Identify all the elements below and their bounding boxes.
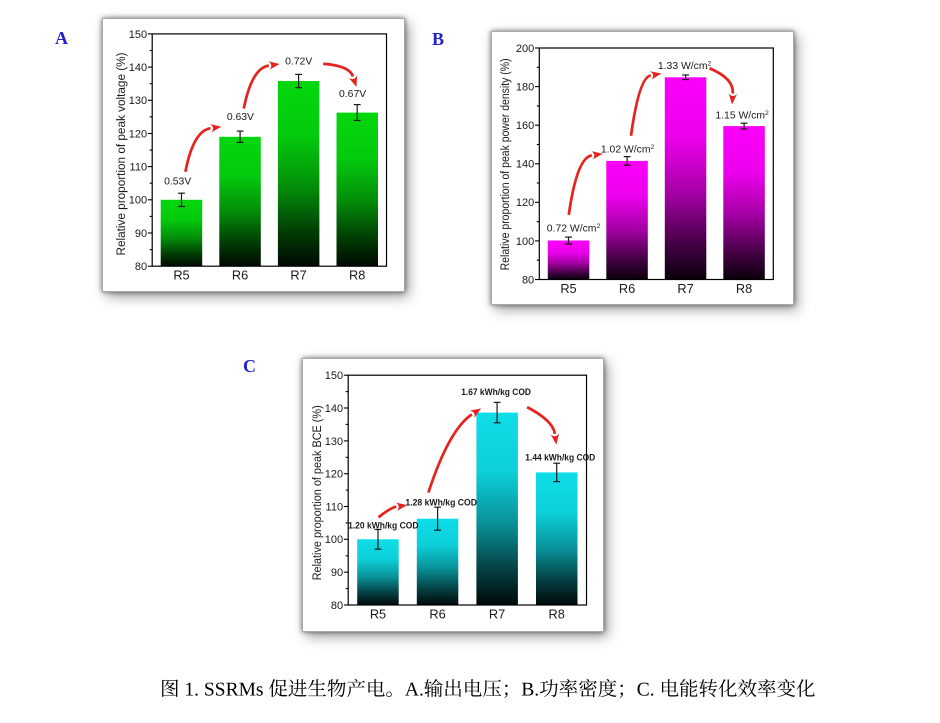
svg-text:0.63V: 0.63V [226,112,253,123]
svg-text:80: 80 [134,261,146,273]
svg-text:80: 80 [522,274,534,286]
svg-text:130: 130 [128,95,146,107]
svg-text:140: 140 [128,62,146,74]
svg-text:R6: R6 [429,606,445,621]
svg-text:R8: R8 [736,281,752,296]
svg-text:R5: R5 [370,606,386,621]
svg-text:R8: R8 [349,267,365,282]
svg-text:100: 100 [128,194,146,206]
svg-text:1.28 kWh/kg COD: 1.28 kWh/kg COD [405,497,477,507]
svg-text:100: 100 [325,534,343,546]
svg-text:Relative proportion of peak BC: Relative proportion of peak BCE (%) [310,405,324,580]
svg-text:R7: R7 [489,606,505,621]
svg-text:160: 160 [516,120,534,132]
svg-text:130: 130 [325,435,343,447]
svg-text:0.67V: 0.67V [339,89,366,100]
svg-text:1.33 W/cm2: 1.33 W/cm2 [658,60,712,72]
svg-text:1.44 kWh/kg COD: 1.44 kWh/kg COD [525,452,595,462]
svg-text:110: 110 [326,501,344,513]
svg-text:90: 90 [331,567,343,579]
svg-text:Relative proportion of peak po: Relative proportion of peak power densit… [498,58,512,270]
svg-text:140: 140 [516,158,534,170]
svg-text:R5: R5 [173,267,189,282]
svg-text:0.72V: 0.72V [285,56,312,67]
svg-text:1.20 kWh/kg COD: 1.20 kWh/kg COD [348,520,419,530]
svg-text:150: 150 [325,370,343,382]
svg-text:120: 120 [325,468,343,480]
svg-text:1.02 W/cm2: 1.02 W/cm2 [601,144,655,156]
svg-text:200: 200 [516,42,534,54]
svg-text:Relative proportion of peak vo: Relative proportion of peak voltage (%) [114,52,128,255]
svg-text:90: 90 [134,227,146,239]
svg-text:140: 140 [325,402,343,414]
svg-text:100: 100 [516,235,534,247]
svg-text:120: 120 [128,128,146,140]
svg-text:80: 80 [331,599,343,611]
svg-text:110: 110 [129,161,147,173]
svg-text:R7: R7 [677,281,693,296]
svg-text:R6: R6 [619,281,635,296]
svg-text:R8: R8 [549,606,565,621]
svg-text:120: 120 [516,197,534,209]
svg-text:150: 150 [128,28,146,40]
svg-text:0.53V: 0.53V [164,176,191,187]
svg-text:1.67 kWh/kg COD: 1.67 kWh/kg COD [461,387,531,397]
svg-text:180: 180 [516,81,534,93]
svg-text:R6: R6 [231,267,247,282]
svg-text:R7: R7 [290,267,306,282]
svg-text:R5: R5 [560,281,576,296]
svg-text:0.72 W/cm2: 0.72 W/cm2 [547,223,601,235]
svg-text:1.15 W/cm2: 1.15 W/cm2 [715,110,769,122]
